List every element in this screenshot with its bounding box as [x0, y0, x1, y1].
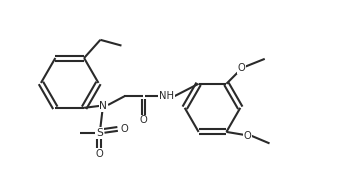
- Text: O: O: [120, 124, 128, 134]
- Text: N: N: [99, 101, 107, 111]
- Text: NH: NH: [159, 91, 174, 101]
- Text: O: O: [238, 63, 246, 73]
- Text: S: S: [96, 128, 103, 138]
- Text: O: O: [244, 131, 251, 141]
- Text: O: O: [140, 115, 147, 125]
- Text: O: O: [95, 149, 103, 159]
